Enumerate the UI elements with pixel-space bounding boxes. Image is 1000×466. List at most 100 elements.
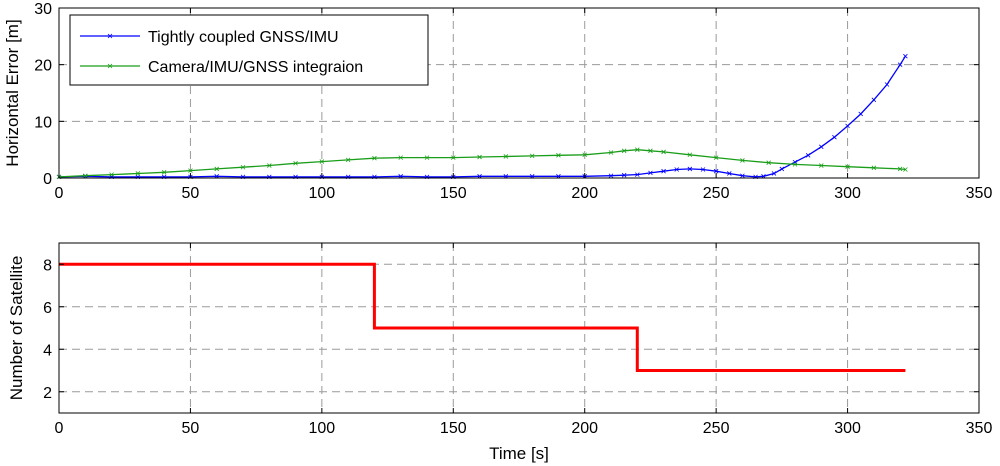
series-point (83, 173, 88, 179)
x-tick-label: 50 (182, 420, 200, 437)
series-point (398, 155, 403, 160)
x-tick-label: 250 (703, 420, 730, 437)
series-point (109, 172, 114, 177)
y-axis-label: Number of Satellite (7, 256, 26, 401)
series-point (372, 155, 377, 161)
x-tick-label: 300 (834, 185, 861, 202)
series-point (214, 166, 219, 172)
series-point (477, 154, 482, 160)
x-tick-label: 350 (966, 185, 993, 202)
x-tick-label: 300 (834, 420, 861, 437)
series-point (903, 53, 908, 59)
series-point (345, 157, 351, 163)
series-point (805, 153, 811, 158)
series-point (608, 173, 614, 179)
series-point (240, 164, 246, 170)
series-point (792, 162, 798, 167)
legend-label: Tightly coupled GNSS/IMU (148, 29, 339, 46)
horizontal-error-chart: 0 50 100 150 200 250 300 350 0 10 20 30 Horizontal … (3, 1, 992, 202)
series-point (779, 166, 785, 172)
series-point (819, 163, 824, 168)
series-point (661, 149, 666, 155)
series-point (424, 155, 430, 160)
series-point (529, 153, 535, 159)
series-point (687, 166, 693, 172)
series-point (700, 167, 706, 172)
series-point (832, 134, 837, 140)
y-tick-label: 0 (43, 171, 52, 188)
x-tick-label: 200 (571, 185, 598, 202)
series-point (687, 152, 693, 158)
series-line (59, 262, 906, 372)
plot-area-frame (58, 242, 980, 414)
y-tick-label: 8 (43, 257, 52, 274)
series-point (608, 150, 614, 155)
series-point (766, 160, 771, 165)
y-tick-label: 4 (43, 342, 52, 359)
series-point (727, 171, 732, 176)
series-point (740, 158, 745, 163)
series-point (771, 171, 777, 176)
series-point (635, 147, 640, 152)
series-line (58, 55, 906, 178)
series-point (621, 172, 627, 178)
y-tick-label: 2 (43, 385, 52, 402)
legend-label: Camera/IMU/GNSS integraion (148, 59, 363, 76)
series-point (845, 123, 850, 129)
x-axis-label: Time [s] (489, 444, 549, 463)
x-tick-label: 100 (309, 185, 336, 202)
x-tick-label: 150 (440, 185, 467, 202)
legend-box (69, 14, 429, 86)
series-point (740, 173, 745, 179)
plot-area-frame (58, 7, 980, 179)
series-point (451, 155, 456, 160)
legend-marker (107, 33, 113, 39)
series-point (871, 97, 877, 103)
series-point (582, 152, 587, 158)
legend: Tightly coupled GNSS/IMU Camera/IMU/GNSS… (69, 14, 429, 86)
y-axis-label: Horizontal Error [m] (3, 19, 22, 166)
series-point (188, 168, 193, 173)
series-point (713, 155, 719, 160)
series-point (858, 111, 863, 117)
legend-item-tightly-coupled: Tightly coupled GNSS/IMU (80, 29, 339, 46)
series-point (161, 170, 167, 175)
series-line (58, 149, 906, 178)
series-point (674, 167, 679, 172)
x-tick-label: 350 (966, 420, 993, 437)
x-tick-label: 250 (703, 185, 730, 202)
x-tick-label: 150 (440, 420, 467, 437)
series-point (845, 164, 850, 169)
x-tick-label: 50 (182, 185, 200, 202)
series-point (503, 154, 509, 159)
series-point (135, 171, 141, 176)
series-point (635, 172, 640, 177)
satellite-count-chart: 0 50 100 150 200 250 300 350 2 4 6 8 Number of Sate… (7, 242, 993, 463)
legend-marker (107, 63, 113, 69)
series-point (621, 148, 627, 154)
series-point (648, 170, 653, 176)
series-point (319, 159, 325, 164)
series-point (556, 153, 561, 158)
series-point (884, 82, 890, 87)
series-point (903, 167, 908, 172)
series-point (897, 62, 903, 67)
series-point (267, 163, 272, 168)
series-point (661, 168, 666, 174)
series-point (819, 144, 824, 150)
series-point (648, 148, 653, 154)
x-tick-label: 0 (55, 420, 64, 437)
series-point (293, 160, 298, 166)
y-tick-label: 6 (43, 300, 52, 317)
y-tick-label: 30 (34, 1, 52, 18)
y-tick-label: 20 (34, 58, 52, 75)
x-tick-label: 0 (55, 185, 64, 202)
x-tick-label: 200 (571, 420, 598, 437)
series-point (713, 168, 719, 174)
series-point (897, 166, 903, 172)
legend-item-camera-imu-gnss: Camera/IMU/GNSS integraion (80, 59, 363, 76)
series-point (871, 165, 877, 171)
y-tick-label: 10 (34, 114, 52, 131)
x-tick-label: 100 (309, 420, 336, 437)
